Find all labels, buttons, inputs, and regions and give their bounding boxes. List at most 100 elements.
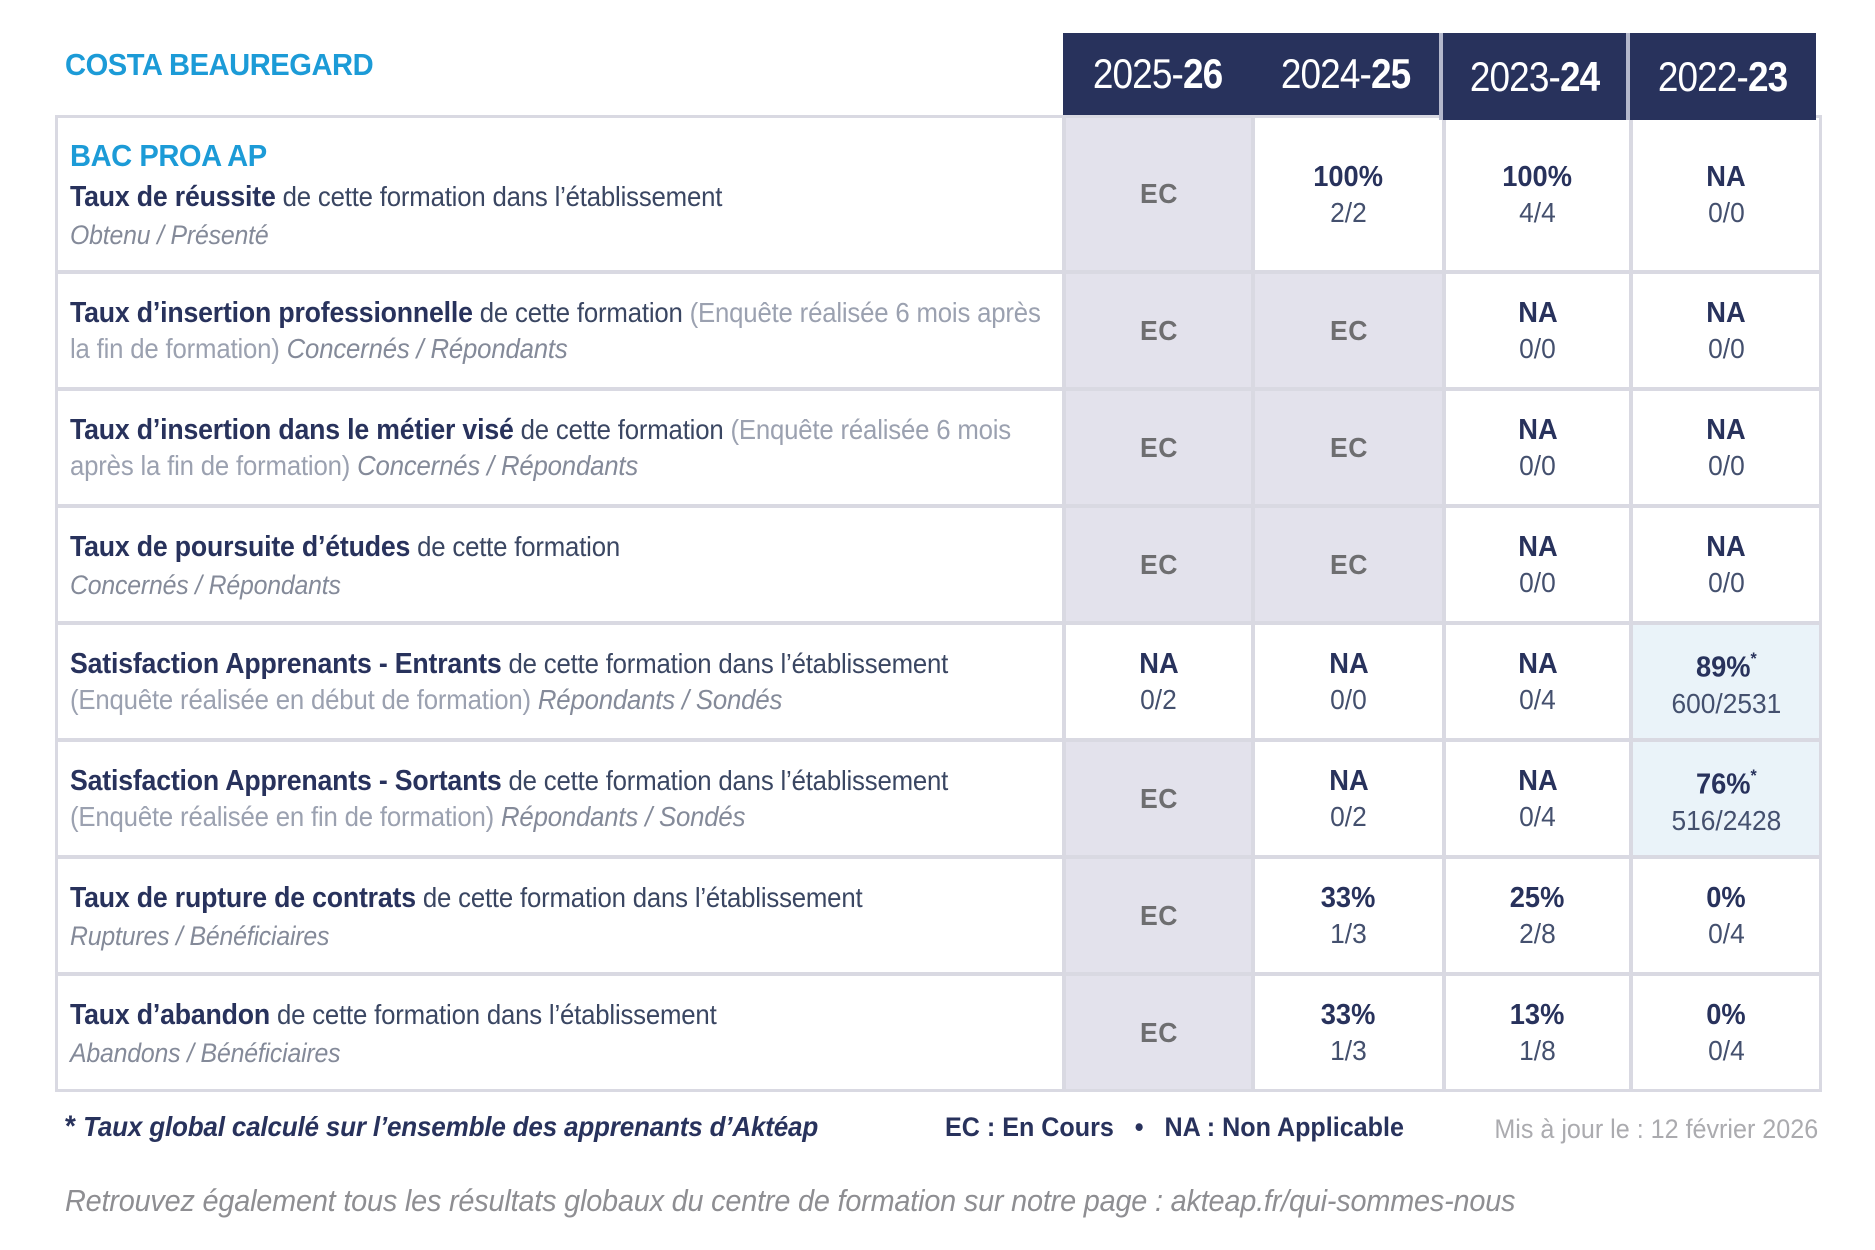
row-title: Taux de rupture de contrats de cette for… bbox=[70, 880, 1049, 916]
value-cell: EC bbox=[1066, 118, 1251, 270]
value-fraction: 2/2 bbox=[1330, 196, 1367, 228]
ec-value: EC bbox=[1139, 314, 1178, 346]
ec-value: EC bbox=[1139, 178, 1178, 209]
ec-value: EC bbox=[1139, 899, 1178, 931]
value-main: 33% bbox=[1321, 882, 1376, 914]
row-title-segment: Concernés / Répondants bbox=[357, 450, 639, 481]
value-cell: 0% 0/4 bbox=[1633, 976, 1819, 1089]
row-title-segment: Taux de rupture de contrats bbox=[70, 881, 416, 914]
value-fraction: 1/8 bbox=[1519, 1035, 1556, 1066]
row-title-segment: Taux d’insertion professionnelle bbox=[70, 297, 473, 329]
value-cell: 89%* 600/2531 bbox=[1633, 625, 1819, 738]
row-label: Taux de poursuite d’études de cette form… bbox=[58, 508, 1062, 621]
updated-date: Mis à jour le : 12 février 2026 bbox=[1494, 1114, 1818, 1144]
ec-value: EC bbox=[1139, 548, 1178, 580]
site-name: COSTA BEAUREGARD bbox=[65, 47, 374, 82]
value-cell: NA 0/2 bbox=[1066, 625, 1251, 738]
value-fraction: 4/4 bbox=[1519, 196, 1556, 228]
year-column-header: 2025-26 bbox=[1063, 33, 1252, 115]
ec-value: EC bbox=[1139, 782, 1178, 814]
value-main: NA bbox=[1517, 414, 1558, 446]
row-title-segment: de cette formation dans l’établissement bbox=[415, 881, 863, 913]
value-main: 100% bbox=[1502, 160, 1573, 193]
value-fraction: 0/0 bbox=[1707, 333, 1745, 364]
value-cell: NA 0/0 bbox=[1255, 625, 1442, 738]
year-label: 2025-26 bbox=[1092, 50, 1223, 97]
row-label: Taux d’insertion professionnelle de cett… bbox=[58, 274, 1062, 387]
value-fraction: 0/4 bbox=[1707, 918, 1745, 949]
row-title: Taux d’abandon de cette formation dans l… bbox=[70, 997, 1049, 1033]
asterisk: * bbox=[65, 1110, 76, 1143]
value-fraction: 0/0 bbox=[1519, 333, 1556, 364]
value-fraction: 0/0 bbox=[1519, 450, 1556, 481]
year-label: 2022-23 bbox=[1658, 52, 1788, 100]
footnote: * Taux global calculé sur l’ensemble des… bbox=[65, 1110, 818, 1144]
value-fraction: 0/4 bbox=[1519, 801, 1556, 832]
value-cell: NA 0/0 bbox=[1633, 391, 1819, 504]
value-main: 89%* bbox=[1695, 649, 1757, 684]
value-fraction: 0/4 bbox=[1707, 1035, 1745, 1066]
footnote-text: Taux global calculé sur l’ensemble des a… bbox=[83, 1111, 819, 1142]
row-subtitle: Ruptures / Bénéficiaires bbox=[70, 920, 330, 951]
row-title: Taux d’insertion dans le métier visé de … bbox=[70, 412, 1049, 483]
value-cell: EC bbox=[1255, 274, 1442, 387]
row-subtitle: Obtenu / Présenté bbox=[70, 219, 269, 250]
value-cell: EC bbox=[1066, 976, 1251, 1089]
row-label: Satisfaction Apprenants - Sortants de ce… bbox=[58, 742, 1062, 855]
value-main: 0% bbox=[1706, 882, 1746, 914]
value-main: NA bbox=[1706, 160, 1746, 193]
value-cell: EC bbox=[1255, 508, 1442, 621]
value-cell: 76%* 516/2428 bbox=[1633, 742, 1819, 855]
row-title-segment: (Enquête réalisée en début de formation) bbox=[70, 684, 538, 715]
row-title-segment: Concernés / Répondants bbox=[286, 333, 568, 364]
value-main: 0% bbox=[1706, 999, 1746, 1031]
value-cell: NA 0/0 bbox=[1633, 118, 1819, 270]
value-fraction: 0/0 bbox=[1707, 450, 1745, 481]
row-label: Taux d’insertion dans le métier visé de … bbox=[58, 391, 1062, 504]
year-label: 2023-24 bbox=[1469, 52, 1600, 100]
ec-value: EC bbox=[1329, 431, 1368, 463]
value-fraction: 0/4 bbox=[1519, 684, 1556, 715]
value-cell: NA 0/0 bbox=[1633, 508, 1819, 621]
year-header: 2025-26 2024-25 2023-24 2022-23 bbox=[55, 33, 1816, 120]
row-title-segment: (Enquête réalisée 6 mois après la fin de… bbox=[70, 414, 1012, 481]
value-main: NA bbox=[1517, 648, 1558, 680]
asterisk: * bbox=[1750, 766, 1757, 786]
row-title-segment: de cette formation dans l’établissement bbox=[269, 998, 717, 1030]
results-table: BAC PROA AP Taux de réussite de cette for… bbox=[55, 115, 1822, 1092]
value-fraction: 2/8 bbox=[1519, 918, 1556, 949]
value-main: NA bbox=[1706, 531, 1746, 563]
value-main: NA bbox=[1706, 414, 1746, 446]
year-block-recent: 2025-26 2024-25 bbox=[1063, 33, 1439, 115]
value-cell: NA 0/0 bbox=[1446, 508, 1629, 621]
value-cell: NA 0/0 bbox=[1633, 274, 1819, 387]
value-main: 25% bbox=[1510, 882, 1565, 914]
row-title: Satisfaction Apprenants - Entrants de ce… bbox=[70, 646, 1049, 717]
row-subtitle: Concernés / Répondants bbox=[70, 569, 341, 600]
row-label: Taux d’abandon de cette formation dans l… bbox=[58, 976, 1062, 1089]
value-main: 13% bbox=[1510, 999, 1565, 1031]
ec-value: EC bbox=[1329, 548, 1368, 580]
value-cell: NA 0/0 bbox=[1446, 391, 1629, 504]
value-fraction: 0/2 bbox=[1330, 801, 1367, 832]
value-main: NA bbox=[1328, 648, 1369, 680]
value-fraction: 1/3 bbox=[1330, 918, 1367, 949]
value-main: 76%* bbox=[1695, 766, 1757, 801]
value-fraction: 0/0 bbox=[1330, 684, 1367, 715]
row-subtitle: Abandons / Bénéficiaires bbox=[70, 1037, 341, 1068]
row-title-segment: Taux d’abandon bbox=[70, 998, 270, 1031]
value-cell: EC bbox=[1066, 274, 1251, 387]
value-cell: EC bbox=[1066, 859, 1251, 972]
value-fraction: 516/2428 bbox=[1671, 804, 1781, 836]
value-main: NA bbox=[1328, 765, 1369, 797]
value-cell: EC bbox=[1255, 391, 1442, 504]
value-main: NA bbox=[1517, 765, 1558, 797]
value-cell: 33% 1/3 bbox=[1255, 859, 1442, 972]
value-cell: NA 0/4 bbox=[1446, 742, 1629, 855]
value-cell: EC bbox=[1066, 508, 1251, 621]
value-cell: 100% 4/4 bbox=[1446, 118, 1629, 270]
value-fraction: 0/0 bbox=[1519, 567, 1556, 598]
row-title: Satisfaction Apprenants - Sortants de ce… bbox=[70, 763, 1049, 834]
value-main: NA bbox=[1517, 297, 1558, 329]
